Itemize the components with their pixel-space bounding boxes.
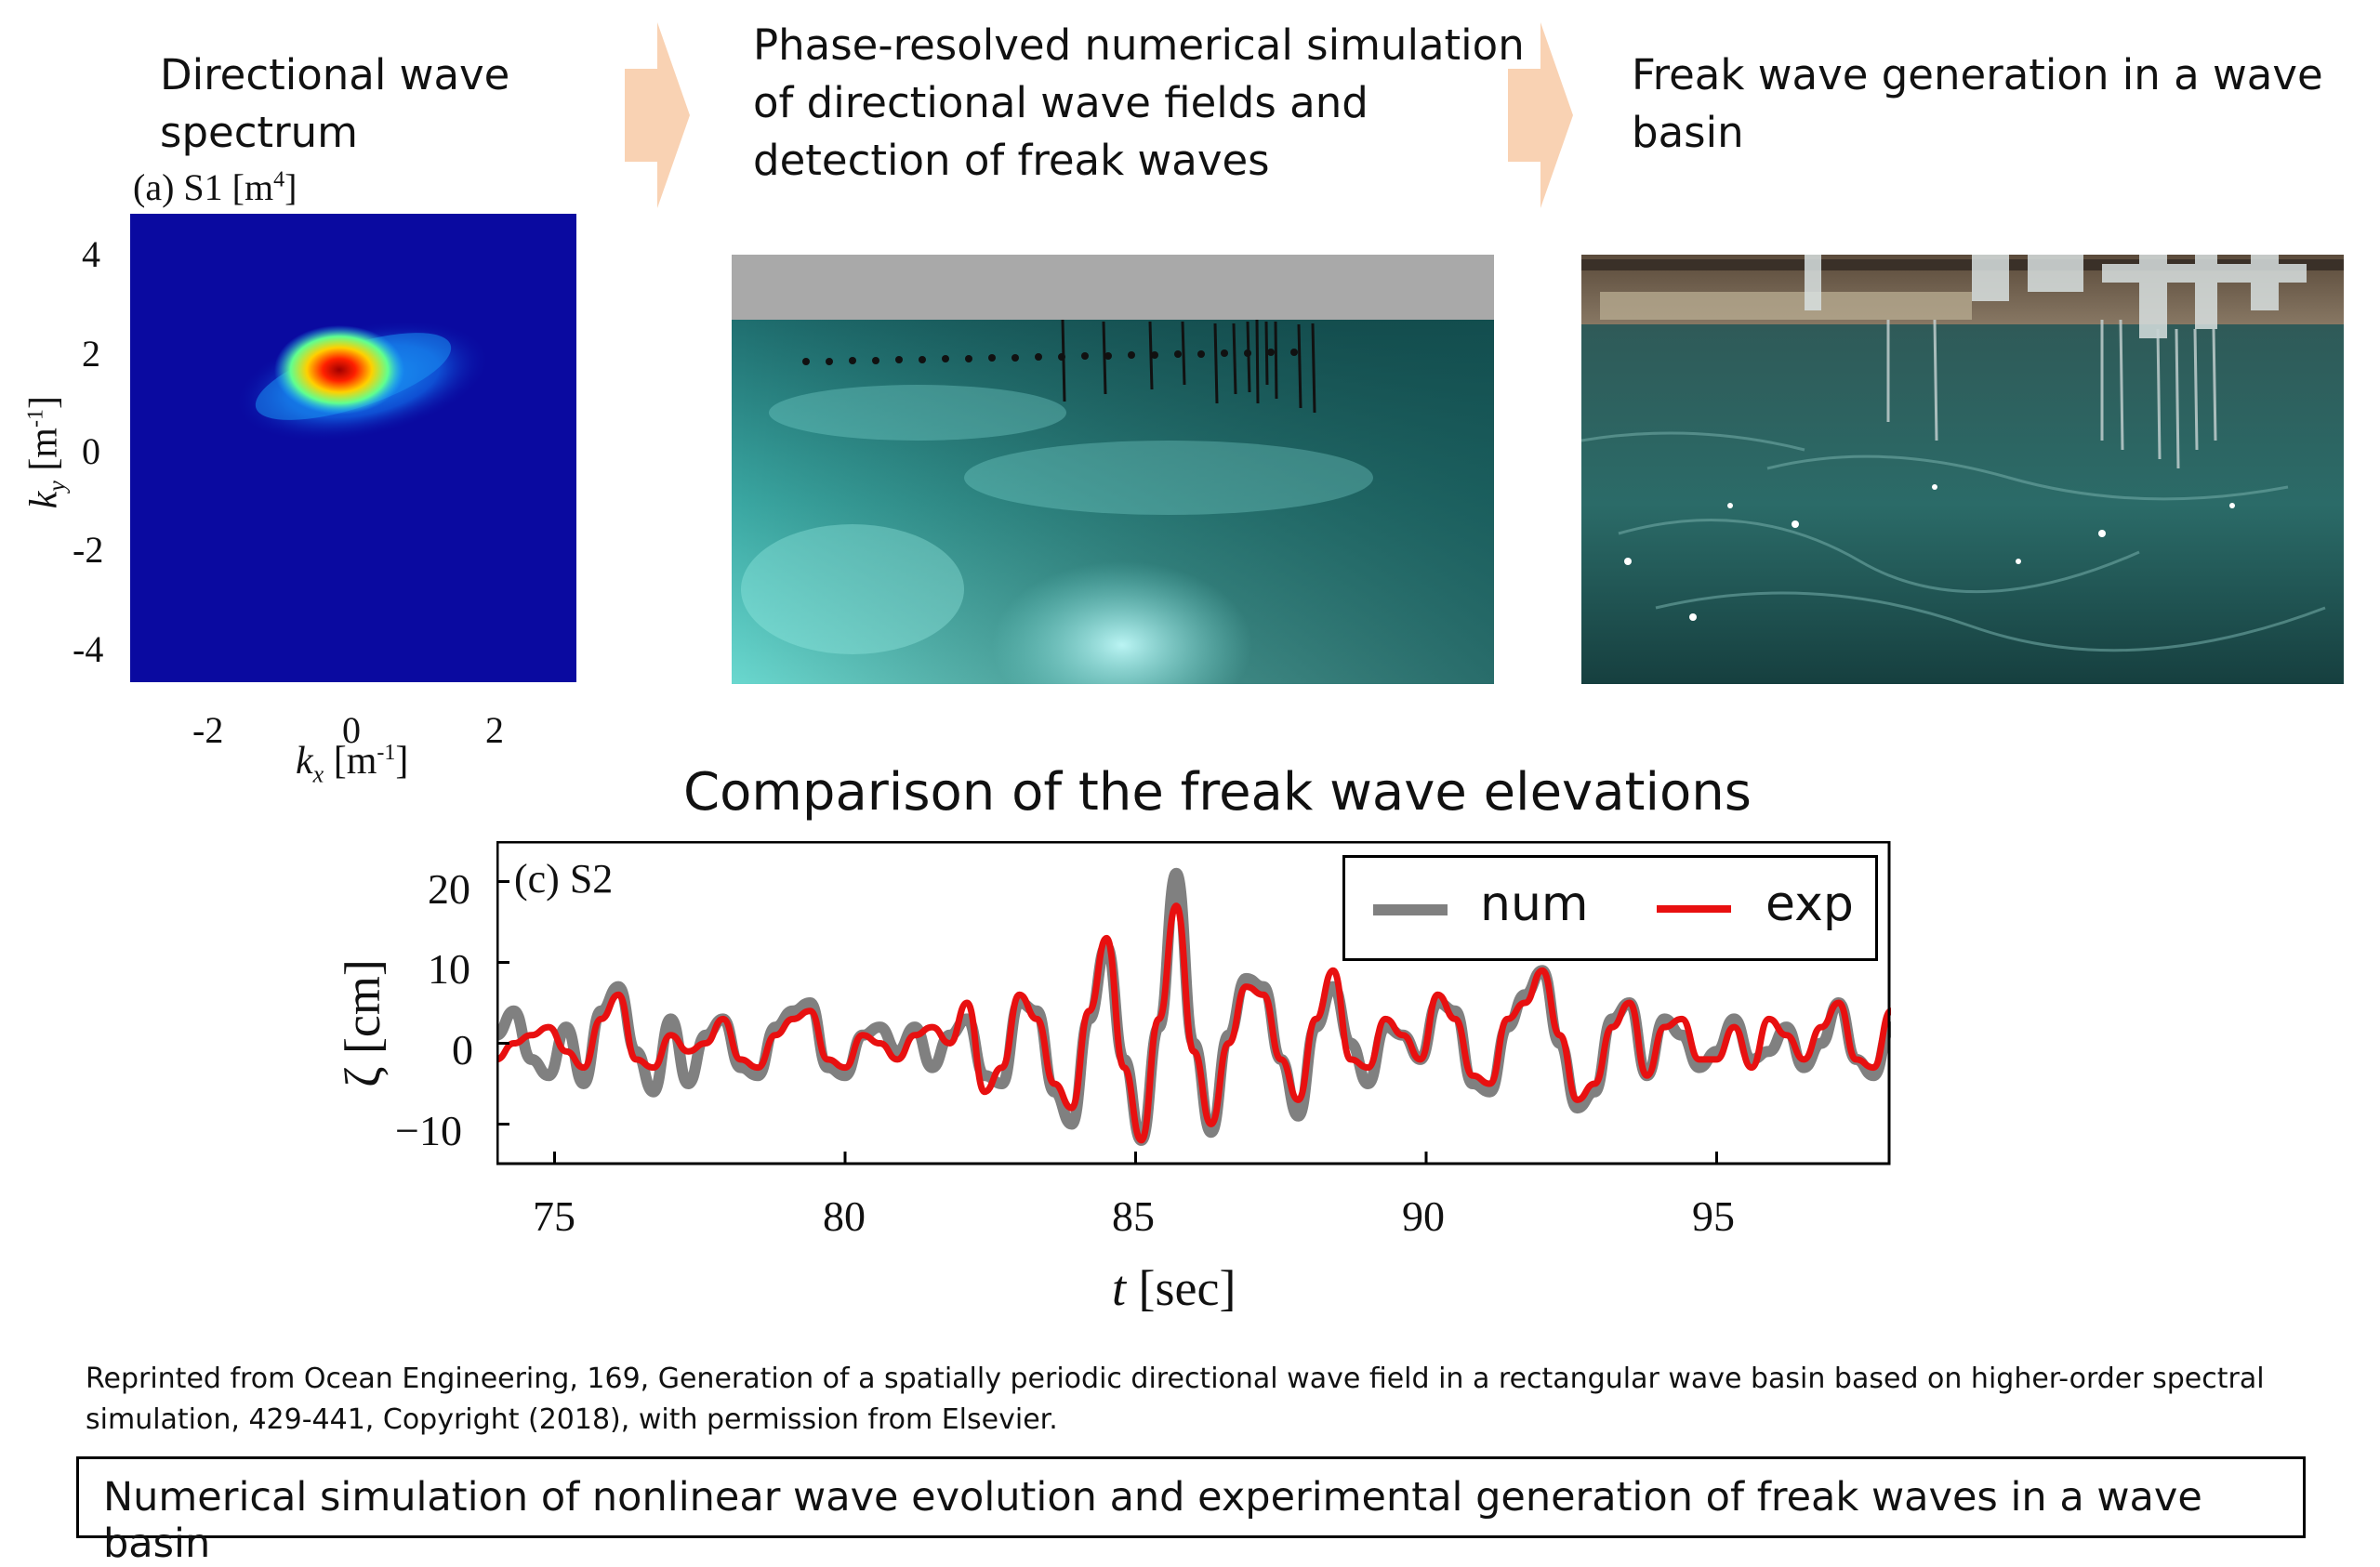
- spectrum-ytick-0: 0: [82, 430, 100, 472]
- chart-xlabel-var: t: [1112, 1260, 1127, 1316]
- flow-arrow-1: [625, 22, 690, 208]
- spectrum-ylabel-sub: y: [43, 481, 71, 492]
- spectrum-xlabel-var: k: [296, 740, 313, 783]
- plot-frame: [496, 841, 1891, 1165]
- chart-ytick-10: 10: [428, 945, 470, 993]
- legend-exp-label: exp: [1765, 876, 1854, 932]
- series-line-exp: [496, 902, 1891, 1144]
- chart-xtick-75: 75: [533, 1192, 575, 1240]
- step-3-title-line1: Freak wave generation in a wave: [1632, 50, 2323, 99]
- chart-xtick-85: 85: [1112, 1192, 1155, 1240]
- chart-ytick-m10: −10: [395, 1107, 462, 1154]
- spectrum-xlabel-end: ]: [395, 740, 409, 783]
- spectrum-ylabel-var: k: [22, 491, 66, 509]
- spectrum-panel-label-end: ]: [284, 166, 298, 208]
- chart-xlabel: t [sec]: [1112, 1259, 1236, 1317]
- chart-legend: num exp: [1342, 855, 1878, 961]
- step-1-title-line2: spectrum: [160, 108, 358, 157]
- spectrum-xlabel-sub: x: [312, 760, 324, 788]
- chart-xtick-95: 95: [1692, 1192, 1735, 1240]
- spectrum-xtick-0: 0: [342, 709, 361, 751]
- step-3-title: Freak wave generation in a wave basin: [1632, 46, 2323, 162]
- chart-ytick-0: 0: [452, 1026, 473, 1073]
- step-2-title: Phase-resolved numerical simulation of d…: [753, 17, 1525, 190]
- spectrum-ylabel-unit: [m: [22, 428, 66, 481]
- step-2-title-line2: of directional wave fields and: [753, 78, 1368, 127]
- step-2-title-line1: Phase-resolved numerical simulation: [753, 20, 1525, 70]
- spectrum-ylabel: ky [m-1]: [21, 360, 71, 546]
- chart-ylabel: ζ [cm]: [335, 959, 390, 1087]
- spectrum-ytick-m4: -4: [73, 628, 104, 670]
- reprint-credit-line1: Reprinted from Ocean Engineering, 169, G…: [86, 1363, 2265, 1395]
- caption-box: Numerical simulation of nonlinear wave e…: [76, 1456, 2306, 1567]
- step-1-title: Directional wave spectrum: [160, 46, 509, 162]
- legend-num-swatch: [1373, 904, 1448, 915]
- chart-ytick-20: 20: [428, 865, 470, 913]
- simulation-render-image: [732, 255, 1494, 684]
- spectrum-heatmap: [130, 214, 576, 682]
- spectrum-ylabel-sup: -1: [23, 409, 48, 428]
- spectrum-xtick-m2: -2: [192, 709, 224, 751]
- spectrum-panel-label-text: (a) S1 [m: [133, 166, 274, 208]
- caption-text: Numerical simulation of nonlinear wave e…: [103, 1474, 2202, 1567]
- spectrum-panel-label: (a) S1 [m4]: [133, 165, 297, 209]
- chart-xlabel-unit: [sec]: [1138, 1260, 1236, 1316]
- spectrum-xlabel: kx [m-1]: [296, 739, 408, 788]
- reprint-credit-line2: simulation, 429-441, Copyright (2018), w…: [86, 1403, 1058, 1436]
- step-3-title-line2: basin: [1632, 108, 1744, 157]
- wave-basin-photo: [1581, 255, 2344, 684]
- elevation-chart: [496, 841, 1891, 1165]
- spectrum-ylabel-end: ]: [22, 396, 66, 410]
- reprint-credit: Reprinted from Ocean Engineering, 169, G…: [86, 1359, 2265, 1441]
- spectrum-ytick-m2: -2: [73, 529, 104, 571]
- step-2-title-line3: detection of freak waves: [753, 136, 1270, 185]
- spectrum-xlabel-sup: -1: [377, 741, 396, 765]
- flow-arrow-2: [1508, 22, 1573, 208]
- chart-xtick-80: 80: [823, 1192, 866, 1240]
- chart-xtick-90: 90: [1402, 1192, 1445, 1240]
- legend-exp-swatch: [1657, 905, 1731, 913]
- spectrum-ytick-2: 2: [82, 333, 100, 375]
- spectrum-panel-label-sup: 4: [273, 167, 285, 192]
- legend-num-label: num: [1480, 876, 1589, 932]
- step-1-title-line1: Directional wave: [160, 50, 510, 99]
- spectrum-ytick-4: 4: [82, 233, 100, 275]
- spectrum-xtick-2: 2: [485, 709, 504, 751]
- chart-title: Comparison of the freak wave elevations: [683, 762, 1752, 823]
- chart-panel-label: (c) S2: [514, 856, 614, 902]
- spectrum-xlabel-unit: [m: [324, 740, 377, 783]
